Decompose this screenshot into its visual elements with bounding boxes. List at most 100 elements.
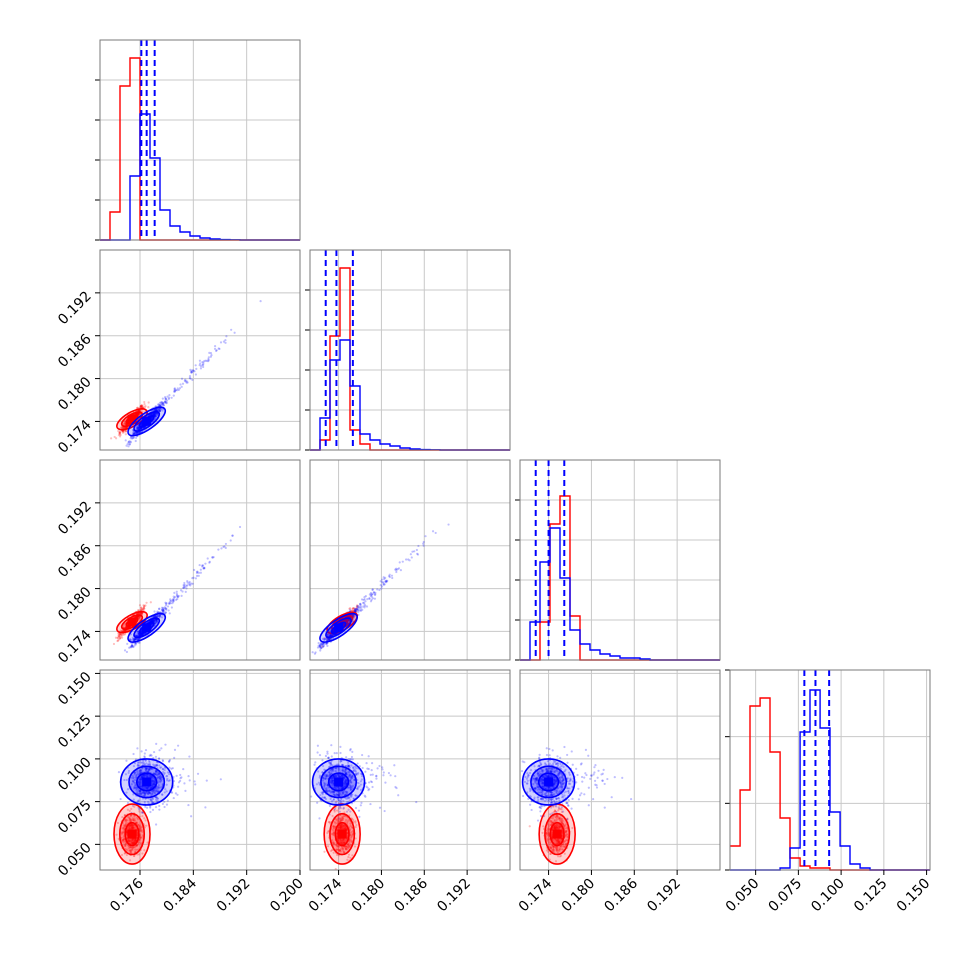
scatter-point [323, 636, 326, 640]
scatter-point [139, 769, 142, 772]
scatter-point [124, 439, 127, 442]
scatter-point [137, 782, 141, 785]
scatter-point [140, 811, 143, 814]
scatter-point [142, 790, 145, 793]
scatter-point [331, 814, 334, 818]
scatter-point [161, 611, 164, 614]
scatter-point [156, 409, 159, 412]
scatter-point [165, 602, 168, 606]
scatter-point [139, 405, 142, 408]
scatter-point [135, 638, 138, 641]
scatter-point [347, 846, 350, 849]
scatter-point [148, 768, 151, 771]
scatter-point [349, 836, 353, 839]
scatter-point [353, 609, 357, 612]
scatter-point [133, 431, 137, 434]
scatter-point [157, 786, 160, 789]
scatter-point [335, 848, 339, 851]
scatter-point [121, 827, 124, 830]
scatter-point [147, 401, 150, 404]
scatter-point [154, 798, 158, 801]
scatter-point [158, 614, 161, 618]
scatter-point [183, 782, 186, 785]
scatter-point [175, 774, 178, 777]
scatter-point [135, 436, 138, 440]
scatter-point [192, 576, 195, 579]
scatter-point [369, 591, 373, 595]
scatter-point [141, 764, 144, 767]
scatter-point [161, 401, 164, 404]
scatter-point [139, 612, 142, 615]
scatter-point [349, 786, 352, 789]
scatter-point [332, 851, 335, 854]
scatter-point [155, 408, 158, 412]
scatter-point [348, 796, 351, 799]
scatter-point [137, 431, 140, 435]
scatter-point [136, 853, 139, 856]
scatter-point [175, 594, 179, 597]
scatter-point [135, 844, 139, 847]
scatter-point [136, 771, 139, 774]
scatter-point [125, 778, 128, 782]
scatter-point [337, 799, 340, 802]
scatter-point [153, 788, 156, 792]
scatter-point [317, 641, 320, 645]
scatter-point [334, 867, 337, 870]
scatter-point [351, 775, 354, 778]
scatter-point [165, 779, 169, 782]
scatter-point [359, 608, 362, 611]
scatter-point [118, 432, 121, 435]
scatter-point [135, 428, 138, 431]
scatter-point [331, 781, 334, 784]
scatter-point [173, 756, 176, 759]
scatter-point [339, 824, 342, 827]
scatter-point [164, 604, 168, 607]
scatter-point [123, 844, 127, 847]
scatter-point [174, 388, 177, 392]
scatter-point [138, 769, 141, 773]
scatter-point [122, 830, 125, 833]
scatter-point [153, 413, 156, 416]
scatter-point [155, 796, 158, 799]
scatter-point [319, 642, 322, 645]
scatter-point [326, 644, 329, 647]
scatter-point [342, 851, 345, 854]
scatter-point [134, 846, 137, 849]
scatter-point [150, 619, 153, 622]
scatter-point [155, 770, 158, 773]
scatter-point [118, 633, 121, 636]
scatter-point [341, 819, 344, 822]
scatter-point [161, 608, 165, 612]
scatter-point [117, 635, 120, 638]
scatter-point [364, 600, 367, 603]
scatter-point [383, 583, 386, 586]
scatter-point [356, 607, 359, 610]
density-peak-marker [334, 623, 344, 633]
scatter-point [147, 768, 150, 771]
scatter-point [224, 542, 228, 546]
scatter-point [161, 760, 165, 763]
scatter-point [160, 606, 164, 609]
scatter-point [137, 632, 140, 635]
scatter-point [343, 824, 346, 827]
scatter-point [132, 819, 135, 822]
scatter-point [144, 819, 147, 822]
scatter-point [190, 371, 193, 374]
scatter-point [122, 838, 125, 841]
scatter-point [135, 844, 139, 847]
scatter-point [190, 371, 194, 374]
scatter-point [152, 790, 155, 794]
scatter-point [357, 809, 361, 812]
scatter-point [196, 570, 199, 573]
scatter-point [164, 397, 167, 400]
scatter-point [132, 436, 135, 439]
scatter-point [144, 759, 147, 762]
scatter-point [152, 619, 155, 623]
scatter-point [143, 607, 146, 610]
scatter-point [119, 632, 122, 636]
scatter-point [339, 850, 342, 853]
scatter-point [157, 789, 160, 793]
scatter-point [346, 796, 349, 799]
scatter-point [386, 579, 389, 582]
scatter-point [366, 786, 369, 789]
